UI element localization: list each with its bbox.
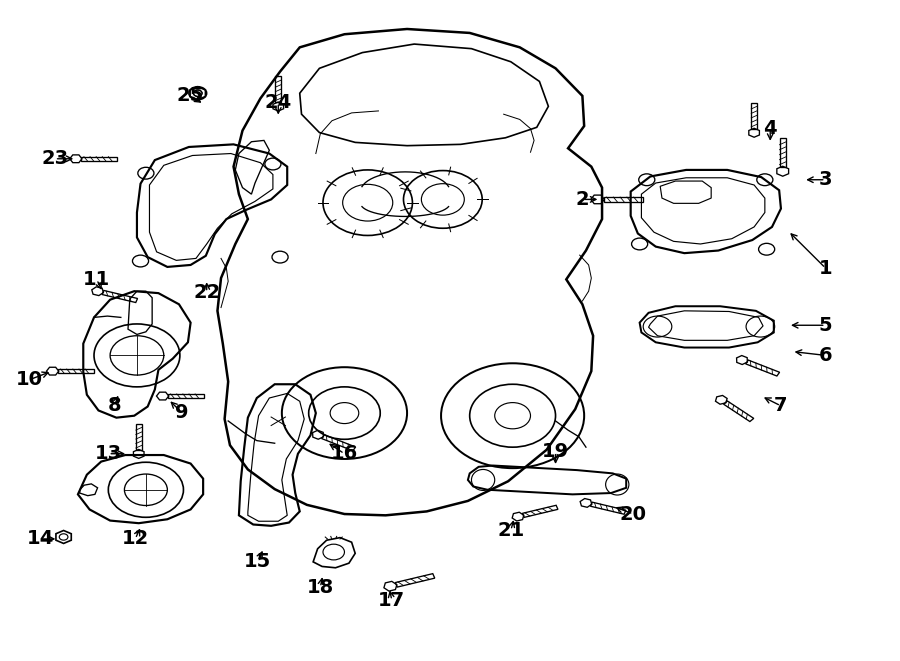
- Text: 13: 13: [94, 444, 122, 463]
- Text: 8: 8: [108, 397, 122, 415]
- Text: 25: 25: [177, 87, 204, 105]
- Text: 23: 23: [41, 149, 68, 169]
- Text: 19: 19: [542, 442, 569, 461]
- Text: 20: 20: [620, 504, 647, 524]
- Text: 17: 17: [378, 591, 405, 610]
- Text: 15: 15: [244, 552, 271, 570]
- Text: 5: 5: [819, 316, 832, 334]
- Text: 9: 9: [175, 403, 188, 422]
- Text: 21: 21: [497, 521, 525, 540]
- Text: 14: 14: [27, 529, 54, 549]
- Text: 22: 22: [194, 283, 220, 302]
- Text: 10: 10: [16, 370, 43, 389]
- Text: 6: 6: [819, 346, 832, 365]
- Text: 2: 2: [576, 190, 590, 209]
- Text: 12: 12: [122, 529, 148, 549]
- Text: 16: 16: [331, 444, 358, 463]
- Text: 18: 18: [307, 578, 334, 597]
- Text: 4: 4: [763, 119, 777, 138]
- Text: 7: 7: [774, 397, 788, 415]
- Text: 11: 11: [83, 270, 111, 289]
- Text: 3: 3: [819, 171, 832, 189]
- Text: 24: 24: [265, 93, 292, 112]
- Text: 1: 1: [819, 258, 832, 278]
